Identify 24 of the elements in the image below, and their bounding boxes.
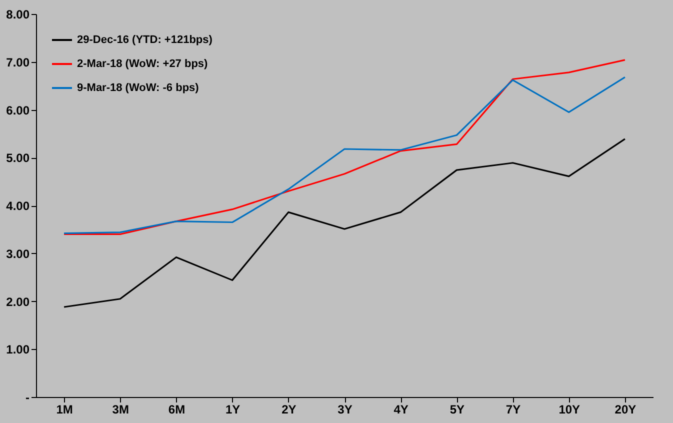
line-series (63, 138, 626, 308)
y-tick-label: 3.00 (6, 246, 30, 261)
y-tick-label: 4.00 (6, 199, 30, 213)
x-tick-label: 3Y (338, 402, 352, 416)
legend-label: 9-Mar-18 (WoW: -6 bps) (77, 82, 200, 94)
x-tick-label: 1Y (225, 402, 240, 416)
legend-label: 2-Mar-18 (WoW: +27 bps) (77, 58, 208, 70)
x-tick-label: 10Y (558, 402, 580, 416)
x-tick-label: 7Y (506, 402, 521, 416)
y-tick-label: 8.00 (6, 8, 30, 22)
x-tick-label: 6M (168, 402, 186, 416)
legend-label: 29-Dec-16 (YTD: +121bps) (77, 34, 213, 46)
x-tick-label: 3M (112, 402, 129, 416)
x-tick-label: 1M (56, 402, 73, 416)
y-tick-label: 2.00 (6, 294, 30, 309)
y-tick-label: 5.00 (6, 151, 30, 166)
y-tick-label: - (26, 390, 30, 404)
y-tick-label: 7.00 (6, 55, 30, 70)
y-tick-label: 6.00 (6, 103, 30, 118)
x-tick-label: 20Y (614, 402, 636, 416)
x-tick-label: 5Y (450, 402, 465, 416)
x-tick-label: 4Y (394, 402, 408, 416)
x-tick-label: 2Y (282, 402, 296, 416)
y-tick-label: 1.00 (6, 342, 30, 357)
